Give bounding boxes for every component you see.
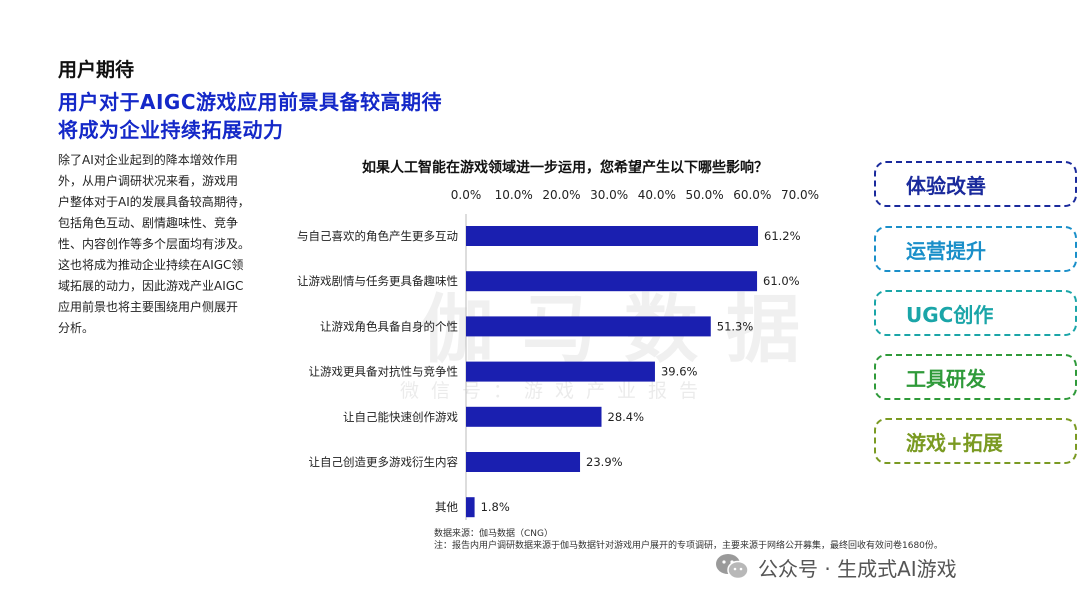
bar: [466, 361, 655, 382]
data-source: 数据来源：伽马数据（CNG）: [434, 529, 553, 539]
bar: [466, 406, 602, 427]
category-label: 让自己能快速创作游戏: [343, 410, 458, 424]
data-label: 39.6%: [661, 365, 698, 379]
data-label: 61.2%: [764, 229, 801, 243]
watermark-sub: 微信号：游戏产业报告: [400, 380, 711, 402]
category-label: 让游戏更具备对抗性与竞争性: [309, 365, 459, 379]
data-label: 1.8%: [481, 500, 510, 514]
wechat-account: 公众号 · 生成式AI游戏: [714, 552, 957, 582]
wechat-text: 公众号 · 生成式AI游戏: [758, 556, 957, 581]
chart-title: 如果人工智能在游戏领域进一步运用，您希望产生以下哪些影响？: [362, 160, 768, 176]
category-label: 其他: [435, 500, 458, 514]
data-label: 28.4%: [608, 410, 645, 424]
x-tick-label: 30.0%: [590, 188, 628, 202]
bar: [466, 452, 581, 472]
footnote: 注：报告内用户调研数据来源于伽马数据针对游戏用户展开的专项调研，主要来源于网络公…: [434, 541, 943, 551]
section-label: 用户期待: [58, 59, 135, 81]
tag-tools: 工具研发: [874, 354, 1077, 400]
x-tick-label: 60.0%: [733, 188, 771, 202]
tag-experience: 体验改善: [874, 161, 1077, 207]
headline-line-2: 将成为企业持续拓展动力: [58, 118, 284, 142]
wechat-icon: [716, 554, 749, 580]
x-tick-label: 20.0%: [542, 188, 580, 202]
x-tick-label: 0.0%: [451, 188, 482, 202]
tag-operations: 运营提升: [874, 226, 1077, 272]
x-tick-label: 50.0%: [686, 188, 724, 202]
bar: [466, 316, 711, 337]
description-text: 除了AI对企业起到的降本增效作用 外，从用户调研状况来看，游戏用 户整体对于AI…: [58, 153, 251, 335]
bar: [466, 271, 758, 292]
category-label: 让自己创造更多游戏衍生内容: [309, 455, 459, 469]
headline-line-1: 用户对于AIGC游戏应用前景具备较高期待: [58, 90, 443, 114]
category-label: 让游戏角色具备自身的个性: [320, 319, 458, 333]
data-label: 61.0%: [763, 274, 800, 288]
x-tick-label: 40.0%: [638, 188, 676, 202]
tag-ugc: UGC创作: [874, 290, 1077, 336]
x-tick-label: 10.0%: [495, 188, 533, 202]
data-label: 23.9%: [586, 455, 623, 469]
bar: [466, 497, 475, 518]
bar: [466, 226, 759, 246]
data-label: 51.3%: [717, 319, 754, 333]
category-label: 与自己喜欢的角色产生更多互动: [297, 229, 458, 243]
tag-game-plus: 游戏+拓展: [874, 418, 1077, 464]
category-label: 让游戏剧情与任务更具备趣味性: [297, 274, 458, 288]
bar-chart: 0.0% 10.0% 20.0% 30.0% 40.0% 50.0% 60.0% 70.0% 与…: [297, 188, 819, 520]
x-tick-label: 70.0%: [781, 188, 819, 202]
